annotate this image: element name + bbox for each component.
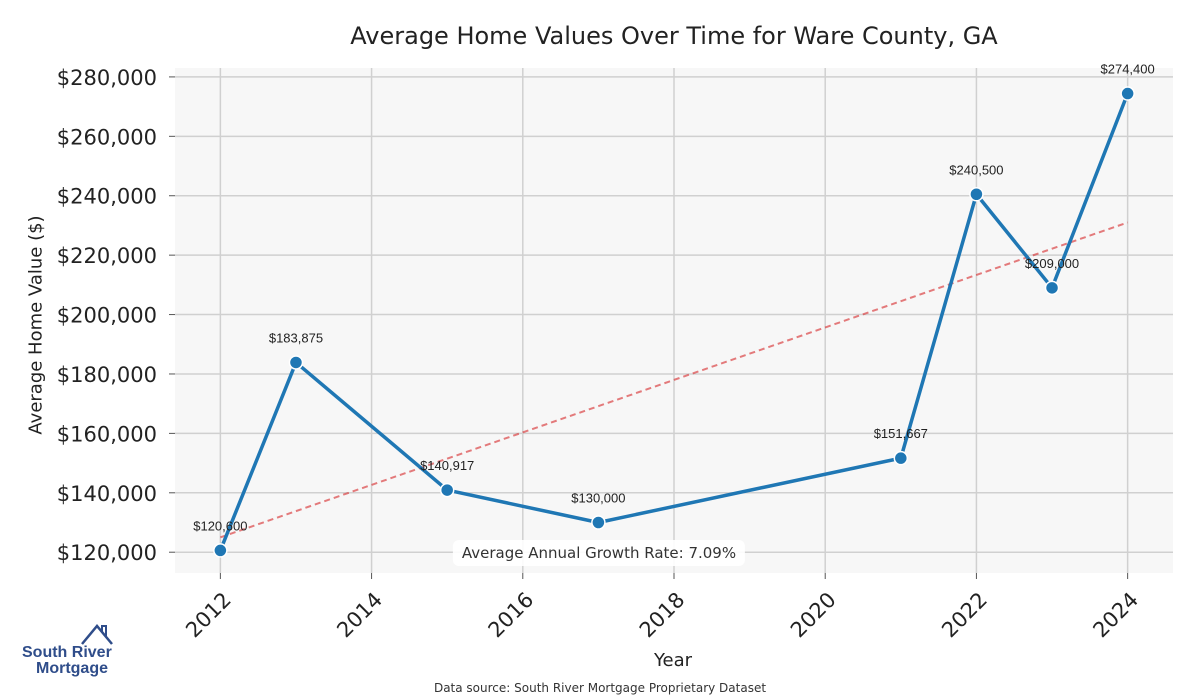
y-axis-label: Average Home Value ($) bbox=[25, 215, 47, 435]
series-group bbox=[213, 86, 1135, 558]
x-axis-ticks: 2012 2014 2016 2018 2020 2022 2024 bbox=[181, 573, 1143, 642]
y-tick-label: $260,000 bbox=[57, 125, 157, 149]
logo-line-1: South River bbox=[22, 644, 112, 661]
y-tick-label: $240,000 bbox=[57, 185, 157, 209]
data-label: $240,500 bbox=[949, 162, 1003, 177]
data-source-note: Data source: South River Mortgage Propri… bbox=[433, 681, 767, 695]
y-tick-label: $120,000 bbox=[57, 541, 157, 565]
trendline bbox=[220, 221, 1128, 539]
data-point bbox=[969, 187, 984, 202]
data-point bbox=[1044, 280, 1060, 296]
x-tick-label: 2022 bbox=[937, 588, 992, 643]
y-axis-ticks: $120,000 $140,000 $160,000 $180,000 $200,000… bbox=[57, 66, 175, 565]
y-tick-label: $140,000 bbox=[57, 482, 157, 506]
data-label: $183,875 bbox=[269, 330, 323, 345]
logo-line-2: Mortgage bbox=[36, 660, 108, 677]
x-tick-label: 2018 bbox=[635, 588, 690, 643]
data-point bbox=[1120, 86, 1135, 101]
house-icon bbox=[81, 624, 113, 645]
data-label: $209,000 bbox=[1025, 256, 1079, 271]
x-tick-label: 2014 bbox=[332, 588, 387, 643]
data-point bbox=[288, 355, 304, 370]
data-point bbox=[213, 543, 228, 558]
x-tick-label: 2012 bbox=[181, 588, 236, 643]
chart-title: Average Home Values Over Time for Ware C… bbox=[350, 22, 998, 50]
data-labels-group: $120,600 $183,875 $140,917 $130,000 $151,667… bbox=[193, 62, 1155, 534]
y-tick-label: $160,000 bbox=[57, 422, 157, 446]
y-tick-label: $220,000 bbox=[57, 244, 157, 268]
data-point bbox=[893, 450, 909, 466]
x-tick-label: 2020 bbox=[786, 588, 841, 643]
series-line bbox=[218, 92, 1130, 552]
x-axis-label: Year bbox=[653, 650, 693, 671]
grid bbox=[175, 68, 1173, 573]
y-tick-label: $180,000 bbox=[57, 363, 157, 387]
data-point bbox=[591, 515, 606, 530]
data-label: $120,600 bbox=[193, 518, 247, 533]
company-logo: South River Mortgage bbox=[22, 620, 122, 680]
data-label: $151,667 bbox=[874, 426, 928, 441]
y-tick-label: $200,000 bbox=[57, 304, 157, 328]
data-label: $130,000 bbox=[571, 491, 625, 506]
growth-rate-annotation: Average Annual Growth Rate: 7.09% bbox=[452, 540, 746, 566]
data-point bbox=[439, 482, 455, 498]
x-tick-label: 2024 bbox=[1088, 588, 1143, 643]
data-label: $140,917 bbox=[420, 458, 474, 473]
data-label: $274,400 bbox=[1101, 62, 1155, 77]
x-tick-label: 2016 bbox=[484, 588, 539, 643]
y-tick-label: $280,000 bbox=[57, 66, 157, 90]
trendline-group bbox=[220, 221, 1128, 539]
